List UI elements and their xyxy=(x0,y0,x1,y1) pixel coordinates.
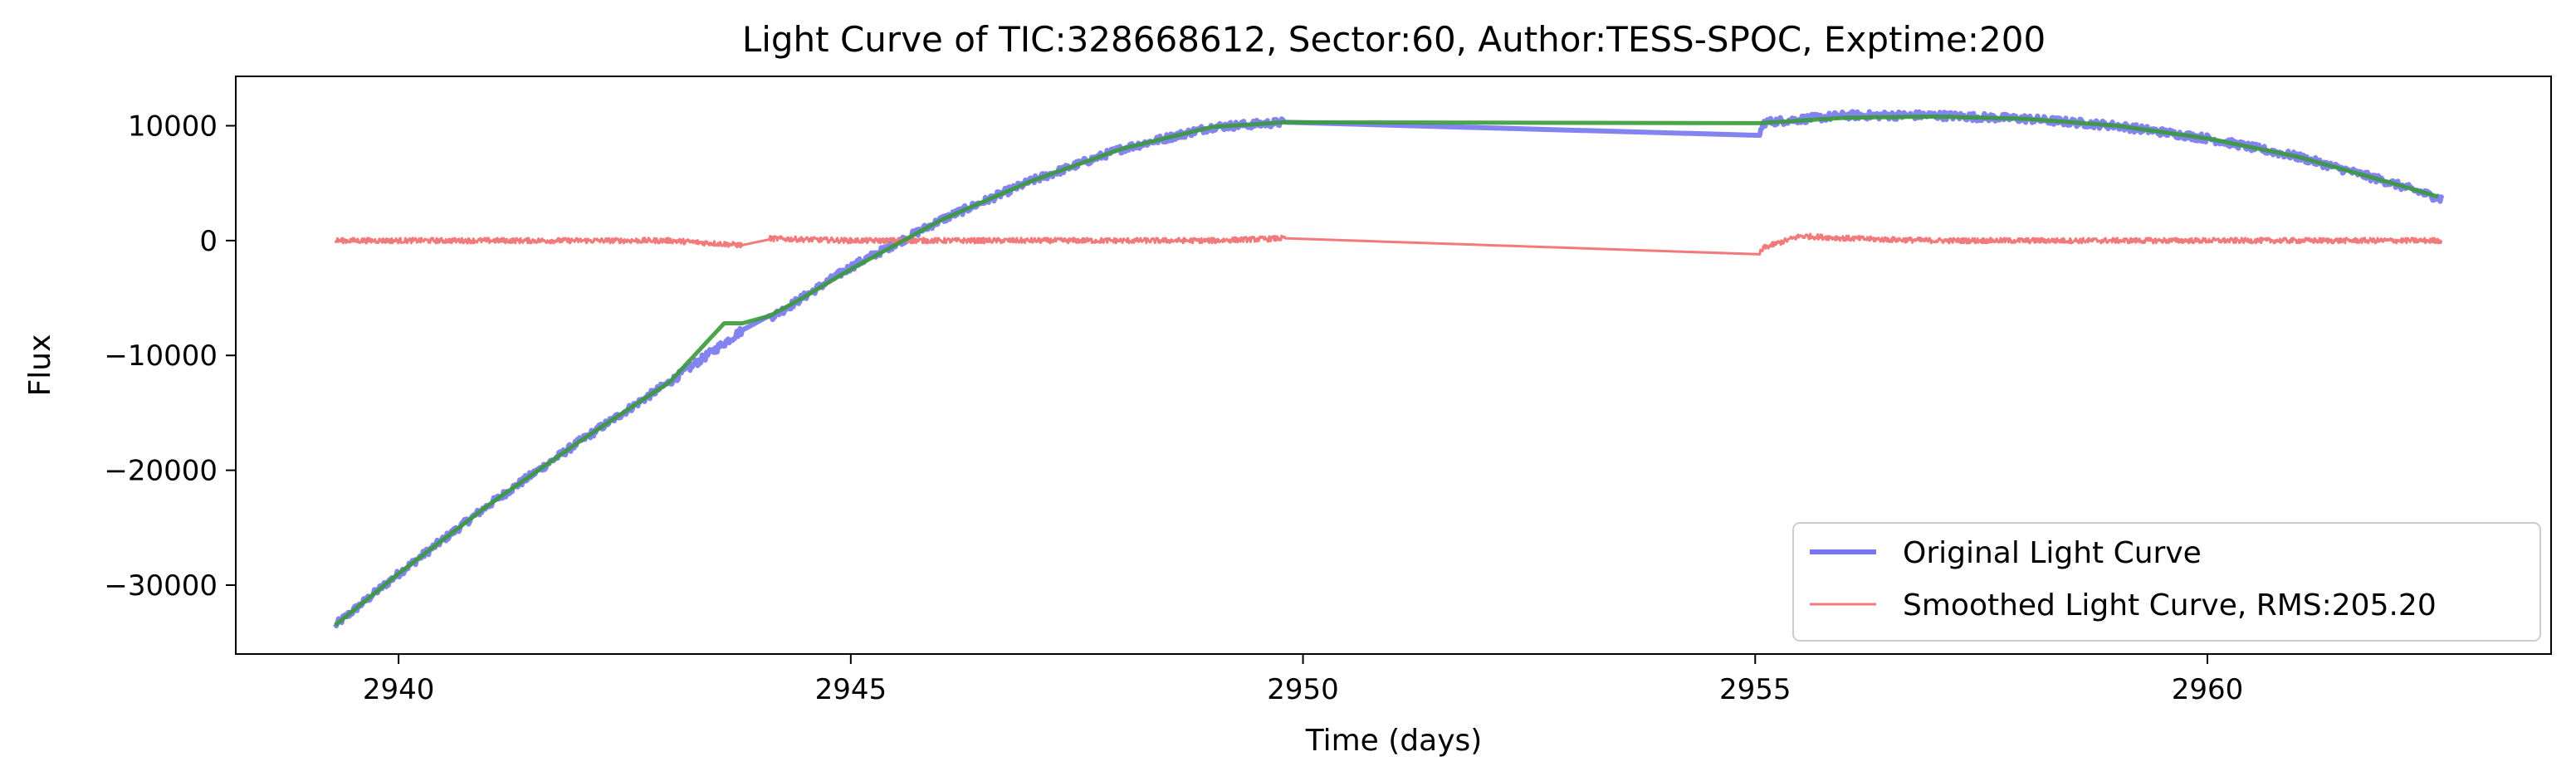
y-tick-label: −30000 xyxy=(104,569,218,603)
trend-line xyxy=(334,114,2439,627)
smoothed-light-curve-line xyxy=(334,232,2443,256)
x-axis: 2940 2945 2950 2955 2960 xyxy=(363,654,2243,706)
y-tick-label: −20000 xyxy=(104,455,218,488)
y-tick-label: 10000 xyxy=(128,110,218,143)
x-tick-label: 2955 xyxy=(1719,673,1791,706)
x-tick-label: 2940 xyxy=(363,673,435,706)
y-axis-label: Flux xyxy=(23,334,57,397)
y-axis: −30000 −20000 −10000 0 10000 xyxy=(104,110,236,603)
legend: Original Light Curve Smoothed Light Curv… xyxy=(1792,522,2541,642)
x-tick-label: 2945 xyxy=(815,673,887,706)
legend-box xyxy=(1792,522,2541,642)
plot-frame xyxy=(235,76,2552,655)
y-tick-label: −10000 xyxy=(104,339,218,373)
y-tick-label: 0 xyxy=(199,225,218,258)
x-tick-label: 2960 xyxy=(2172,673,2244,706)
x-tick-label: 2950 xyxy=(1267,673,1339,706)
x-axis-label: Time (days) xyxy=(1305,724,1483,758)
legend-label-smoothed: Smoothed Light Curve, RMS:205.20 xyxy=(1903,588,2437,622)
legend-label-original: Original Light Curve xyxy=(1903,536,2202,570)
plot-lines xyxy=(333,109,2445,629)
chart-title: Light Curve of TIC:328668612, Sector:60,… xyxy=(742,19,2046,60)
